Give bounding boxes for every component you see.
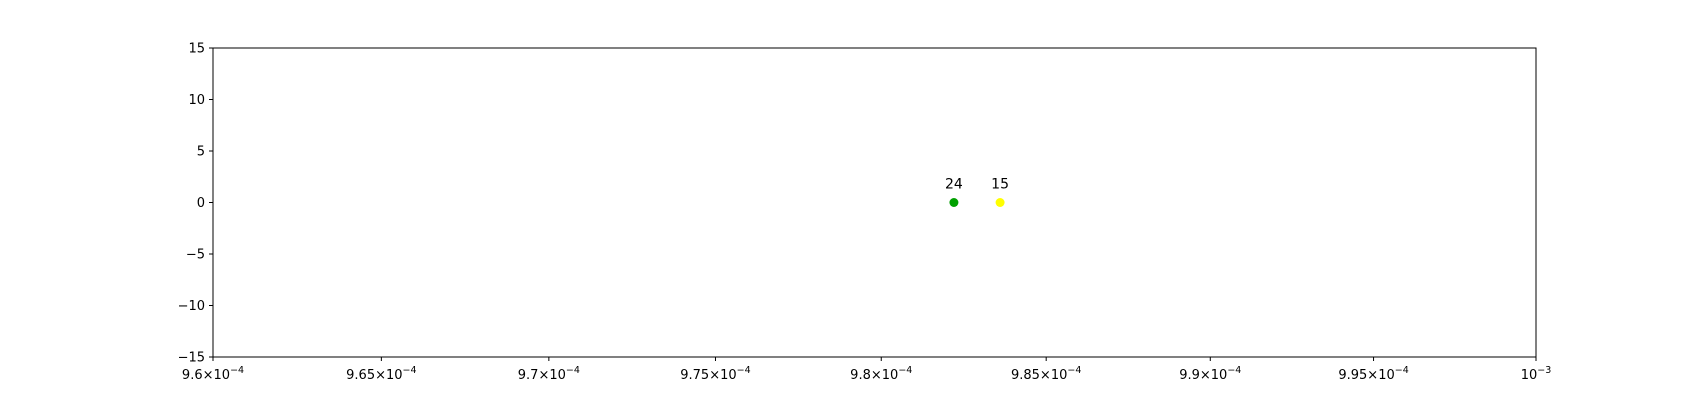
x-tick-times: × <box>203 368 214 383</box>
x-tick-base: 10 <box>1378 368 1395 383</box>
x-tick-base: 10 <box>1211 368 1228 383</box>
x-tick-times: × <box>1040 368 1051 383</box>
y-tick-label: 15 <box>188 42 205 57</box>
data-point <box>949 198 959 207</box>
x-tick-label: 9.8×10−4 <box>850 365 912 383</box>
x-tick-mantissa: 9.95 <box>1338 368 1367 383</box>
x-tick-label: 9.95×10−4 <box>1338 365 1408 383</box>
x-tick-exponent: −4 <box>403 365 417 376</box>
x-tick-mantissa: 9.8 <box>850 368 871 383</box>
x-tick-base: 10 <box>214 368 231 383</box>
x-tick-exponent: −4 <box>1227 365 1241 376</box>
x-tick-base: 10 <box>1521 368 1538 383</box>
x-tick-base: 10 <box>1051 368 1068 383</box>
x-tick-exponent: −4 <box>1067 365 1081 376</box>
x-tick-label: 9.75×10−4 <box>680 365 750 383</box>
y-tick-label: −15 <box>178 351 205 366</box>
x-tick-exponent: −4 <box>566 365 580 376</box>
data-point-label: 24 <box>945 177 963 193</box>
y-tick-label: 10 <box>188 93 205 108</box>
x-tick-label: 9.7×10−4 <box>518 365 580 383</box>
x-tick-label: 10−3 <box>1521 365 1552 383</box>
x-tick-base: 10 <box>386 368 403 383</box>
y-tick-label: 5 <box>197 145 205 160</box>
x-tick-exponent: −4 <box>737 365 751 376</box>
x-tick-mantissa: 9.65 <box>346 368 375 383</box>
x-tick-exponent: −4 <box>230 365 244 376</box>
y-tick-label: −5 <box>186 248 205 263</box>
x-tick-mantissa: 9.7 <box>518 368 539 383</box>
plot-frame <box>212 47 1537 358</box>
x-tick-exponent: −3 <box>1537 365 1551 376</box>
x-axis: 9.6×10−4 9.65×10−4 9.7×10−4 9.75×10−4 9.8×10… <box>182 357 1551 383</box>
x-tick-times: × <box>375 368 386 383</box>
x-tick-base: 10 <box>549 368 566 383</box>
x-tick-mantissa: 9.9 <box>1179 368 1200 383</box>
y-tick-label: −10 <box>178 299 205 314</box>
x-tick-exponent: −4 <box>898 365 912 376</box>
y-tick-label: 0 <box>197 196 205 211</box>
x-tick-mantissa: 9.6 <box>182 368 203 383</box>
data-point <box>995 198 1005 207</box>
x-tick-times: × <box>871 368 882 383</box>
x-tick-times: × <box>1200 368 1211 383</box>
y-axis: 15 10 5 0 −5 −10 −15 <box>178 42 213 366</box>
x-tick-base: 10 <box>882 368 899 383</box>
plot-marks: 24 15 <box>945 177 1009 207</box>
x-tick-label: 9.65×10−4 <box>346 365 416 383</box>
data-point-label: 15 <box>991 177 1009 193</box>
x-tick-mantissa: 9.75 <box>680 368 709 383</box>
x-tick-exponent: −4 <box>1395 365 1409 376</box>
x-tick-times: × <box>1367 368 1378 383</box>
x-tick-label: 9.85×10−4 <box>1011 365 1081 383</box>
x-tick-times: × <box>709 368 720 383</box>
x-tick-mantissa: 9.85 <box>1011 368 1040 383</box>
x-tick-base: 10 <box>720 368 737 383</box>
x-tick-times: × <box>538 368 549 383</box>
x-tick-label: 9.6×10−4 <box>182 365 244 383</box>
x-tick-label: 9.9×10−4 <box>1179 365 1241 383</box>
